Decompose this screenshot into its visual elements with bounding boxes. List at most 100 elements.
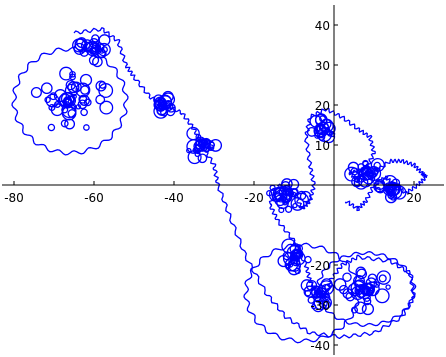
series-curve	[73, 27, 428, 340]
loop-8-19	[362, 159, 369, 167]
x-tick-label: -80	[4, 191, 24, 205]
loop-0-47	[61, 105, 77, 121]
loop-0-46	[95, 94, 106, 105]
loop-0-24	[59, 66, 74, 81]
loop-10-18	[318, 121, 330, 133]
loop-7-8	[345, 291, 355, 302]
loop-7-30	[367, 286, 375, 293]
loop-7-24	[376, 270, 391, 285]
loop-7-19	[354, 301, 367, 315]
loop-0-15	[80, 108, 88, 117]
loop-3-17	[195, 133, 202, 140]
loop-5-21	[294, 267, 301, 275]
loop-3-16	[186, 147, 192, 154]
loop-4-28	[279, 190, 293, 204]
loop-3-22	[200, 138, 211, 149]
loop-5-25	[291, 248, 302, 259]
loop-7-33	[361, 287, 371, 296]
loop-6-11	[311, 299, 325, 313]
loop-6-25	[319, 292, 331, 303]
tick-layer: -80 -60 -40 -20 20 40 30 20 10 -20 -30 -40	[4, 19, 421, 353]
loop-8-25	[347, 161, 360, 173]
x-tick-label: -60	[84, 191, 104, 205]
loop-7-13	[374, 288, 390, 304]
loop-8-22	[370, 157, 385, 173]
outer-orbit-2	[243, 242, 361, 344]
loop-7-35	[355, 285, 362, 292]
loop-0-30	[78, 94, 90, 106]
loop-7-25	[342, 272, 352, 282]
loop-0-42	[64, 83, 79, 98]
loop-3-23	[186, 139, 202, 154]
loop-8-14	[360, 165, 372, 176]
y-tick-label: -40	[310, 339, 330, 353]
y-tick-label: 20	[315, 99, 330, 113]
loop-1-9	[97, 42, 111, 57]
loop-0-22	[49, 92, 58, 101]
loop-4-19	[272, 186, 287, 201]
loop-4-25	[278, 185, 294, 201]
loop-7-27	[367, 273, 378, 283]
loop-0-14	[98, 81, 107, 89]
loop-6-10	[306, 279, 318, 292]
loop-0-19	[40, 82, 53, 95]
loop-4-6	[266, 190, 273, 197]
curve-layer	[11, 27, 428, 344]
loop-8-23	[362, 171, 376, 185]
loop-0-48	[60, 119, 69, 128]
loop-7-12	[378, 274, 387, 283]
loop-4-26	[281, 178, 293, 190]
loop-8-24	[358, 168, 367, 176]
loop-7-37	[342, 288, 354, 299]
loop-4-29	[292, 202, 298, 209]
loop-4-15	[278, 207, 285, 214]
loop-5-10	[304, 255, 312, 264]
loop-0-28	[67, 81, 80, 94]
outer-orbit-0	[11, 46, 129, 156]
loop-0-34	[75, 104, 82, 110]
loop-2-21	[157, 94, 173, 110]
loop-1-12	[88, 55, 100, 66]
loop-0-45	[80, 85, 90, 95]
loop-1-23	[76, 37, 88, 49]
loop-0-49	[60, 91, 76, 106]
loop-9-16	[382, 174, 398, 191]
loop-6-22	[320, 278, 333, 291]
loop-0-25	[99, 100, 114, 115]
loop-4-18	[290, 196, 305, 211]
loop-0-36	[47, 123, 56, 132]
loop-3-0	[197, 153, 208, 164]
y-tick-label: 30	[315, 59, 330, 73]
loop-7-34	[356, 268, 368, 280]
loop-8-21	[368, 174, 374, 181]
loop-1-4	[98, 34, 111, 47]
loop-7-11	[361, 302, 375, 316]
loop-1-20	[91, 34, 100, 43]
y-tick-label: -30	[310, 299, 330, 313]
loop-2-19	[156, 105, 167, 116]
loop-3-25	[199, 139, 208, 148]
loop-6-12	[300, 279, 314, 292]
loop-9-21	[384, 190, 398, 204]
loop-1-25	[88, 38, 100, 49]
y-tick-label: 10	[315, 139, 330, 153]
y-tick-label: 40	[315, 19, 330, 33]
loop-6-20	[303, 285, 316, 298]
loop-0-35	[79, 73, 93, 87]
loop-4-23	[290, 188, 299, 196]
x-tick-label: -20	[244, 191, 264, 205]
loop-4-13	[271, 191, 283, 203]
loop-10-21	[314, 132, 321, 139]
loop-7-36	[363, 297, 372, 306]
loop-6-13	[311, 303, 317, 310]
loop-8-17	[351, 175, 363, 188]
y-tick-label: -20	[310, 259, 330, 273]
loop-5-20	[287, 262, 294, 268]
loop-10-17	[322, 130, 336, 144]
x-tick-label: 20	[406, 191, 421, 205]
loop-0-8	[75, 82, 91, 98]
loop-0-32	[30, 86, 42, 99]
loop-2-16	[164, 102, 174, 111]
loop-4-24	[299, 190, 312, 203]
